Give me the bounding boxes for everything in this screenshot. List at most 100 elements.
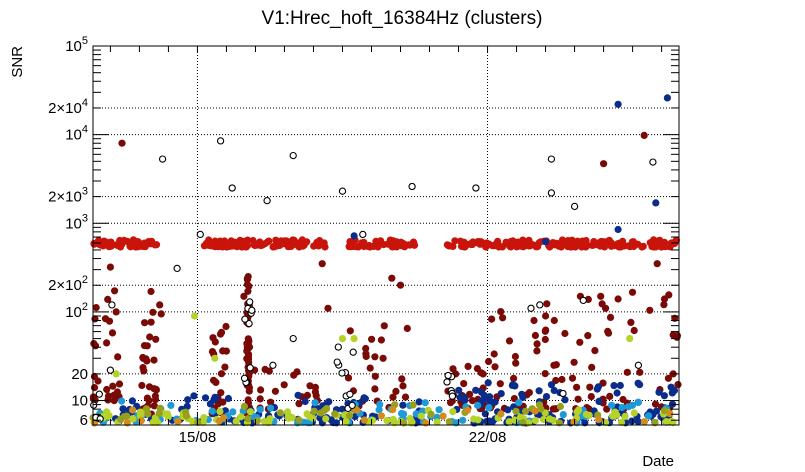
data-point bbox=[256, 395, 264, 403]
data-point bbox=[591, 347, 599, 355]
y-tick-label-9: 105 bbox=[65, 35, 88, 55]
data-point bbox=[614, 100, 622, 108]
data-point bbox=[244, 287, 252, 295]
data-point bbox=[331, 410, 339, 418]
data-point bbox=[448, 392, 457, 400]
data-point bbox=[251, 241, 259, 250]
data-point bbox=[92, 304, 100, 312]
data-point bbox=[472, 184, 480, 192]
data-point bbox=[311, 383, 319, 391]
data-point bbox=[115, 380, 124, 388]
data-point bbox=[221, 363, 229, 371]
data-point bbox=[190, 392, 198, 400]
data-point bbox=[104, 295, 112, 303]
data-point bbox=[491, 363, 499, 371]
data-point bbox=[325, 398, 333, 406]
data-point bbox=[415, 398, 423, 406]
data-point bbox=[610, 412, 618, 420]
data-point bbox=[266, 404, 275, 412]
data-point bbox=[155, 409, 163, 417]
data-point bbox=[463, 406, 472, 414]
data-point bbox=[570, 202, 579, 211]
data-point bbox=[400, 410, 408, 418]
data-point bbox=[95, 390, 103, 398]
data-point bbox=[600, 243, 609, 251]
data-point bbox=[201, 394, 210, 402]
data-point bbox=[228, 184, 236, 192]
data-point bbox=[280, 381, 288, 389]
data-point bbox=[401, 393, 410, 401]
data-point bbox=[276, 409, 284, 417]
data-point bbox=[303, 391, 311, 399]
data-point bbox=[360, 238, 368, 246]
data-point bbox=[243, 347, 251, 355]
data-point bbox=[118, 397, 126, 405]
data-point bbox=[480, 395, 488, 403]
data-point bbox=[167, 401, 175, 409]
data-point bbox=[535, 387, 543, 395]
y-tick-label-4: 2×102 bbox=[48, 274, 88, 294]
data-point bbox=[108, 329, 117, 337]
data-point bbox=[542, 312, 550, 320]
data-point bbox=[531, 416, 540, 425]
data-point bbox=[439, 412, 447, 420]
data-point bbox=[144, 410, 152, 418]
data-point bbox=[123, 412, 131, 420]
data-point bbox=[388, 274, 396, 282]
data-point bbox=[667, 383, 675, 391]
data-point bbox=[267, 398, 275, 406]
data-point bbox=[232, 417, 240, 425]
data-point bbox=[156, 301, 164, 309]
data-point bbox=[103, 339, 111, 347]
data-point bbox=[655, 238, 663, 246]
data-point bbox=[663, 94, 672, 102]
data-point bbox=[608, 401, 616, 409]
data-point bbox=[585, 411, 593, 419]
data-point bbox=[573, 383, 581, 391]
data-point bbox=[533, 340, 541, 348]
data-point bbox=[174, 418, 182, 426]
data-point bbox=[511, 240, 519, 248]
data-point bbox=[460, 380, 468, 388]
data-point bbox=[212, 378, 220, 386]
data-point bbox=[346, 327, 354, 335]
data-point bbox=[257, 386, 265, 394]
data-point bbox=[399, 382, 407, 390]
data-point bbox=[630, 326, 638, 335]
data-point bbox=[106, 263, 114, 271]
data-point bbox=[660, 407, 669, 415]
data-point bbox=[346, 411, 354, 420]
data-point bbox=[271, 387, 279, 395]
data-point bbox=[617, 418, 626, 426]
data-point bbox=[561, 329, 569, 338]
data-point bbox=[403, 324, 411, 332]
data-point bbox=[634, 361, 643, 369]
data-point bbox=[295, 400, 303, 408]
data-point bbox=[586, 383, 594, 391]
data-point bbox=[468, 397, 476, 405]
data-point bbox=[460, 393, 468, 401]
data-point bbox=[246, 364, 254, 372]
data-point bbox=[240, 237, 248, 245]
data-point bbox=[125, 239, 134, 247]
data-point bbox=[346, 390, 354, 398]
data-point bbox=[483, 239, 491, 247]
data-point bbox=[338, 335, 347, 343]
data-point bbox=[306, 382, 314, 390]
data-point bbox=[484, 379, 492, 387]
data-point bbox=[526, 241, 534, 249]
data-point bbox=[550, 386, 558, 395]
data-point bbox=[101, 240, 109, 248]
data-point bbox=[324, 304, 332, 312]
data-point bbox=[360, 394, 368, 402]
data-point bbox=[90, 401, 98, 409]
data-point bbox=[669, 331, 677, 339]
data-point bbox=[618, 403, 626, 412]
data-point bbox=[660, 392, 669, 400]
data-point bbox=[145, 383, 154, 391]
data-point bbox=[613, 389, 621, 397]
data-point bbox=[246, 298, 254, 306]
data-point bbox=[624, 403, 633, 411]
data-point bbox=[239, 243, 247, 251]
